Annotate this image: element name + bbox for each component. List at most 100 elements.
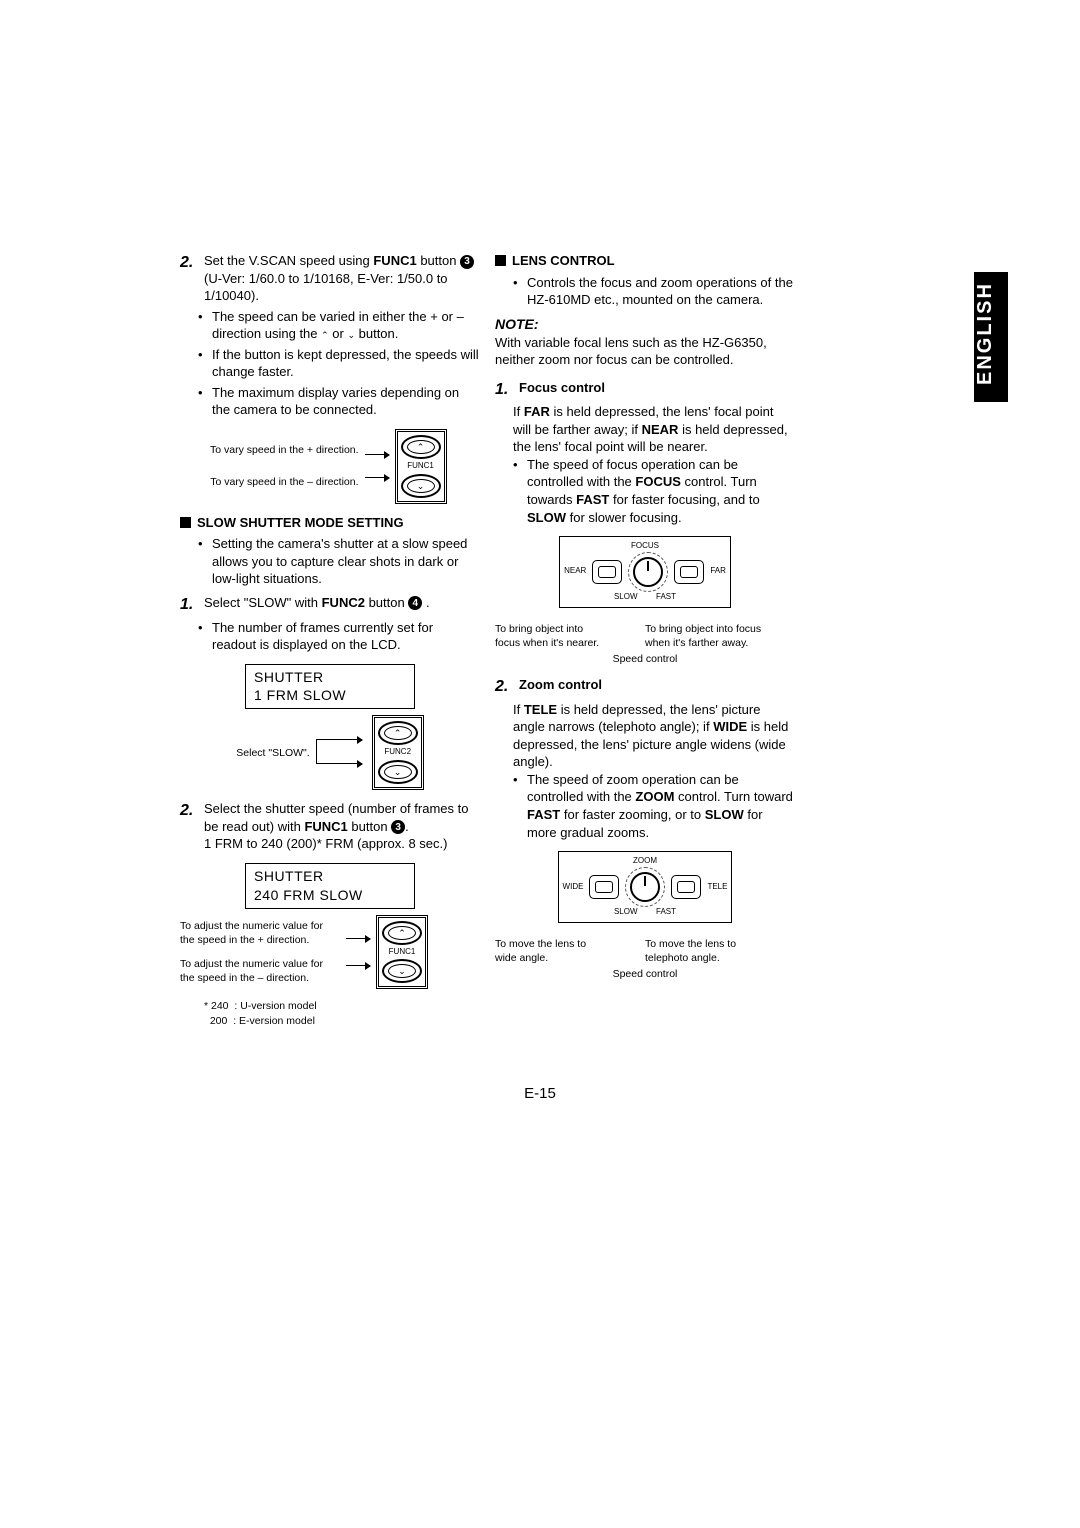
diagram-vscan-buttons: To vary speed in the + direction. To var… <box>180 429 480 504</box>
label-slow: SLOW <box>614 592 638 601</box>
lcd-line: SHUTTER <box>254 867 406 886</box>
step-1-focus: 1. Focus control <box>495 379 795 401</box>
labels: To adjust the numeric value for the spee… <box>180 919 340 986</box>
t: SLOW <box>527 510 566 525</box>
up-button: ⌃ <box>382 921 422 945</box>
t: ZOOM <box>635 789 674 804</box>
t: WIDE <box>713 719 747 734</box>
down-button: ⌄ <box>382 959 422 983</box>
text: The number of frames currently set for r… <box>212 619 480 654</box>
bullet: • If the button is kept depressed, the s… <box>180 346 480 381</box>
t: . <box>405 819 409 834</box>
dot: • <box>513 274 527 309</box>
left-column: 2. Set the V.SCAN speed using FUNC1 butt… <box>180 252 480 1028</box>
heading-lens-control: LENS CONTROL <box>495 252 795 270</box>
badge-4: 4 <box>408 596 422 610</box>
step-title: Focus control <box>519 379 605 401</box>
t: button <box>348 819 391 834</box>
arrow <box>365 477 389 478</box>
text: button <box>417 253 460 268</box>
t: TELE <box>524 702 557 717</box>
label-slow: SLOW <box>614 907 638 916</box>
manual-page: ENGLISH 2. Set the V.SCAN speed using FU… <box>0 0 1080 1528</box>
badge-3: 3 <box>460 255 474 269</box>
step-number: 2. <box>180 800 198 853</box>
lcd-display: SHUTTER 240 FRM SLOW <box>245 863 415 909</box>
step-number: 1. <box>495 379 513 401</box>
focus-dial <box>628 552 668 592</box>
t: for faster zooming, or to <box>560 807 705 822</box>
button-panel: ⌃ FUNC1 ⌄ <box>395 429 447 504</box>
t: 200 <box>204 1015 227 1027</box>
up-icon: ⌃ <box>321 330 329 340</box>
t: for faster focusing, and to <box>609 492 759 507</box>
focus-text: If FAR is held depressed, the lens' foca… <box>495 403 795 456</box>
step-number: 2. <box>180 252 198 305</box>
zoom-dial <box>625 867 665 907</box>
far-button <box>674 560 704 584</box>
t: If <box>513 404 524 419</box>
diagram-lcd-frm: SHUTTER 240 FRM SLOW To adjust the numer… <box>180 863 480 990</box>
lcd-display: SHUTTER 1 FRM SLOW <box>245 664 415 710</box>
step-number: 2. <box>495 676 513 698</box>
label-fast: FAST <box>656 592 676 601</box>
dot: • <box>198 346 212 381</box>
diagram-focus-panel: FOCUS NEAR FAR SLOW FAST To bring object… <box>495 536 795 666</box>
t: NEAR <box>642 422 679 437</box>
bullet: • The speed of zoom operation can be con… <box>495 771 795 841</box>
panel-row: WIDE TELE <box>563 867 728 907</box>
zoom-text: If TELE is held depressed, the lens' pic… <box>495 701 795 771</box>
t: button. <box>355 326 398 341</box>
t: FAR <box>524 404 550 419</box>
text: If the button is kept depressed, the spe… <box>212 346 480 381</box>
dot: • <box>198 619 212 654</box>
t: for slower focusing. <box>566 510 682 525</box>
square-icon <box>495 255 506 266</box>
dot: • <box>198 308 212 343</box>
badge-3: 3 <box>391 820 405 834</box>
text: The maximum display varies depending on … <box>212 384 480 419</box>
label: To adjust the numeric value for the spee… <box>180 919 340 947</box>
step-text: Set the V.SCAN speed using FUNC1 button … <box>204 252 480 305</box>
t: : E-version model <box>233 1015 315 1027</box>
label-wide: WIDE <box>563 882 584 893</box>
arrows <box>316 733 366 773</box>
label: To adjust the numeric value for the spee… <box>180 957 340 985</box>
t: FOCUS <box>635 474 681 489</box>
func-label: FUNC1 <box>389 947 416 958</box>
caption-left: To bring object into focus when it's nea… <box>495 622 605 650</box>
caption-right: To bring object into focus when it's far… <box>645 622 765 650</box>
step-number: 1. <box>180 594 198 616</box>
up-button: ⌃ <box>401 435 441 459</box>
text: Setting the camera's shutter at a slow s… <box>212 535 480 588</box>
zoom-panel: ZOOM WIDE TELE SLOW FAST <box>558 851 733 923</box>
t: FUNC1 <box>304 819 347 834</box>
tele-button <box>671 875 701 899</box>
arrows <box>346 938 370 966</box>
caption-right: To move the lens to telephoto angle. <box>645 937 765 965</box>
text: (U-Ver: 1/60.0 to 1/10168, E-Ver: 1/50.0… <box>204 270 480 305</box>
heading-text: LENS CONTROL <box>512 252 615 270</box>
label-fast: FAST <box>656 907 676 916</box>
t: If <box>513 702 524 717</box>
func-label: FUNC2 <box>384 747 411 758</box>
bullet: • The speed of focus operation can be co… <box>495 456 795 526</box>
bullet: • The maximum display varies depending o… <box>180 384 480 419</box>
label: To vary speed in the + direction. <box>210 443 359 457</box>
t: button <box>365 595 408 610</box>
t: FUNC2 <box>322 595 365 610</box>
wide-button <box>589 875 619 899</box>
button-panel: ⌃ FUNC2 ⌄ <box>372 715 424 790</box>
panel-row: NEAR FAR <box>564 552 726 592</box>
text-bold: FUNC1 <box>373 253 416 268</box>
down-button: ⌄ <box>378 760 418 784</box>
label-far: FAR <box>710 566 726 577</box>
language-tab: ENGLISH <box>974 272 1008 402</box>
caption-left: To move the lens to wide angle. <box>495 937 605 965</box>
heading-text: SLOW SHUTTER MODE SETTING <box>197 514 404 532</box>
label-top: ZOOM <box>563 856 728 867</box>
t: FAST <box>576 492 609 507</box>
captions: To bring object into focus when it's nea… <box>495 622 795 650</box>
up-button: ⌃ <box>378 721 418 745</box>
footnote: * 240 : U-version model 200 : E-version … <box>180 999 480 1027</box>
